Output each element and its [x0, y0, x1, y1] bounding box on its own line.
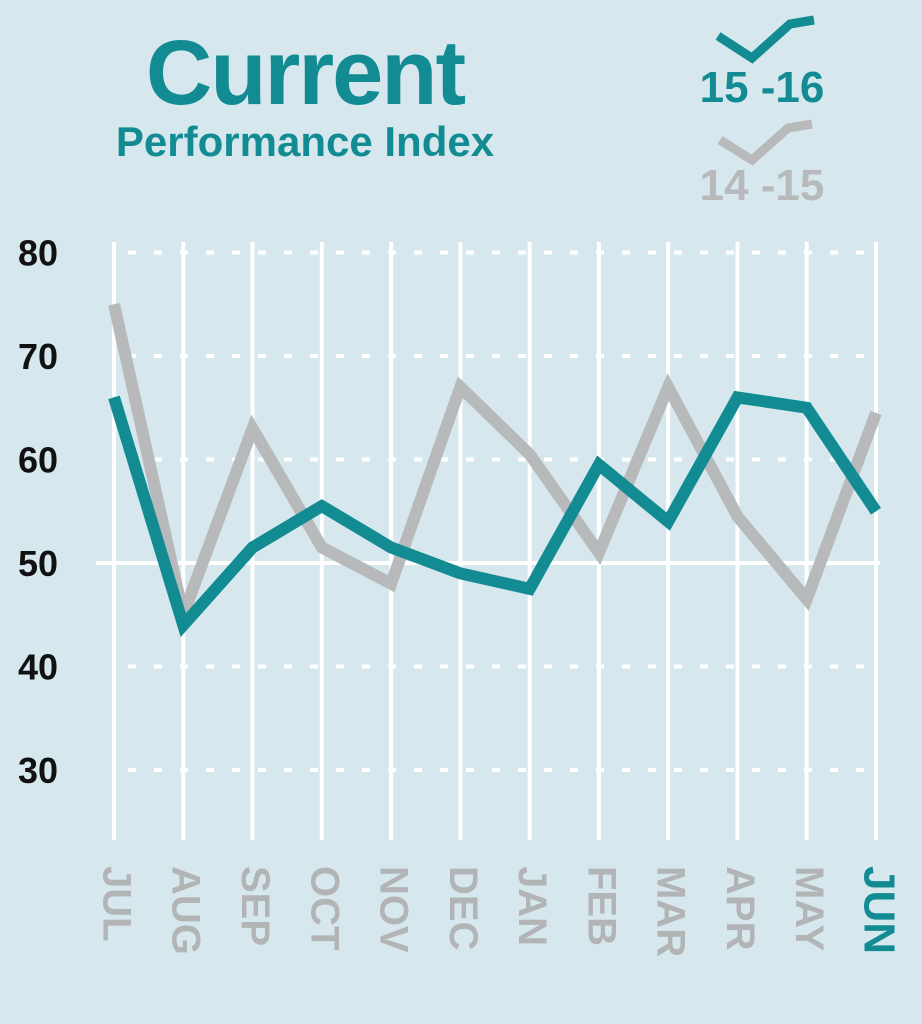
x-tick-label-sep: SEP	[233, 866, 277, 946]
point-previous-dec	[459, 386, 461, 388]
y-tick-label: 70	[18, 336, 58, 377]
point-current-feb	[598, 464, 600, 466]
chart-subtitle: Performance Index	[116, 118, 495, 165]
point-previous-may	[806, 598, 808, 600]
horizontal-gridlines	[96, 250, 880, 772]
y-tick-label: 60	[18, 440, 58, 481]
x-tick-label-dec: DEC	[441, 866, 485, 950]
point-current-may	[806, 407, 808, 409]
point-current-nov	[390, 546, 392, 548]
point-previous-jul	[113, 303, 115, 305]
x-tick-label-jun: JUN	[854, 866, 903, 954]
x-axis-ticks: JUL AUG SEP OCT NOV DEC JAN FEB MAR APR MAY JUN	[94, 866, 903, 957]
y-axis-ticks: 30 40 50 60 70 80	[18, 233, 58, 792]
y-tick-label: 40	[18, 647, 58, 688]
point-current-jan	[529, 588, 531, 590]
x-tick-label-mar: MAR	[649, 866, 693, 957]
series-layer	[108, 302, 882, 638]
chart-title: Current	[146, 22, 466, 124]
x-tick-label-feb: FEB	[579, 866, 623, 946]
point-previous-sep	[252, 427, 254, 429]
series-line-previous	[108, 302, 882, 636]
point-current-oct	[321, 505, 323, 507]
point-previous-oct	[321, 546, 323, 548]
x-tick-label-oct: OCT	[302, 866, 346, 950]
legend-previous-label: 14 -15	[700, 161, 825, 210]
point-current-dec	[459, 572, 461, 574]
x-tick-label-may: MAY	[787, 866, 831, 952]
point-current-aug	[182, 624, 184, 626]
legend-current-swatch	[715, 15, 815, 64]
x-tick-label-aug: AUG	[164, 866, 208, 955]
point-current-apr	[736, 396, 738, 398]
y-tick-label: 80	[18, 233, 58, 274]
point-current-sep	[252, 546, 254, 548]
point-previous-jun	[875, 412, 877, 414]
point-previous-feb	[598, 552, 600, 554]
point-previous-mar	[667, 386, 669, 388]
x-tick-label-apr: APR	[718, 866, 762, 951]
x-tick-label-jan: JAN	[510, 866, 554, 946]
y-tick-label: 30	[18, 750, 58, 791]
series-line-current	[108, 390, 881, 638]
legend-previous-swatch	[717, 119, 813, 166]
point-previous-apr	[736, 515, 738, 517]
x-tick-label-nov: NOV	[372, 866, 416, 953]
point-current-jun	[875, 510, 877, 512]
legend-current-label: 15 -16	[700, 63, 825, 112]
legend: 15 -16 14 -15	[700, 15, 825, 210]
point-current-jul	[113, 396, 115, 398]
y-tick-label: 50	[18, 543, 58, 584]
point-current-mar	[667, 521, 669, 523]
x-tick-label-jul: JUL	[94, 866, 138, 942]
point-previous-nov	[390, 583, 392, 585]
point-previous-jan	[529, 453, 531, 455]
